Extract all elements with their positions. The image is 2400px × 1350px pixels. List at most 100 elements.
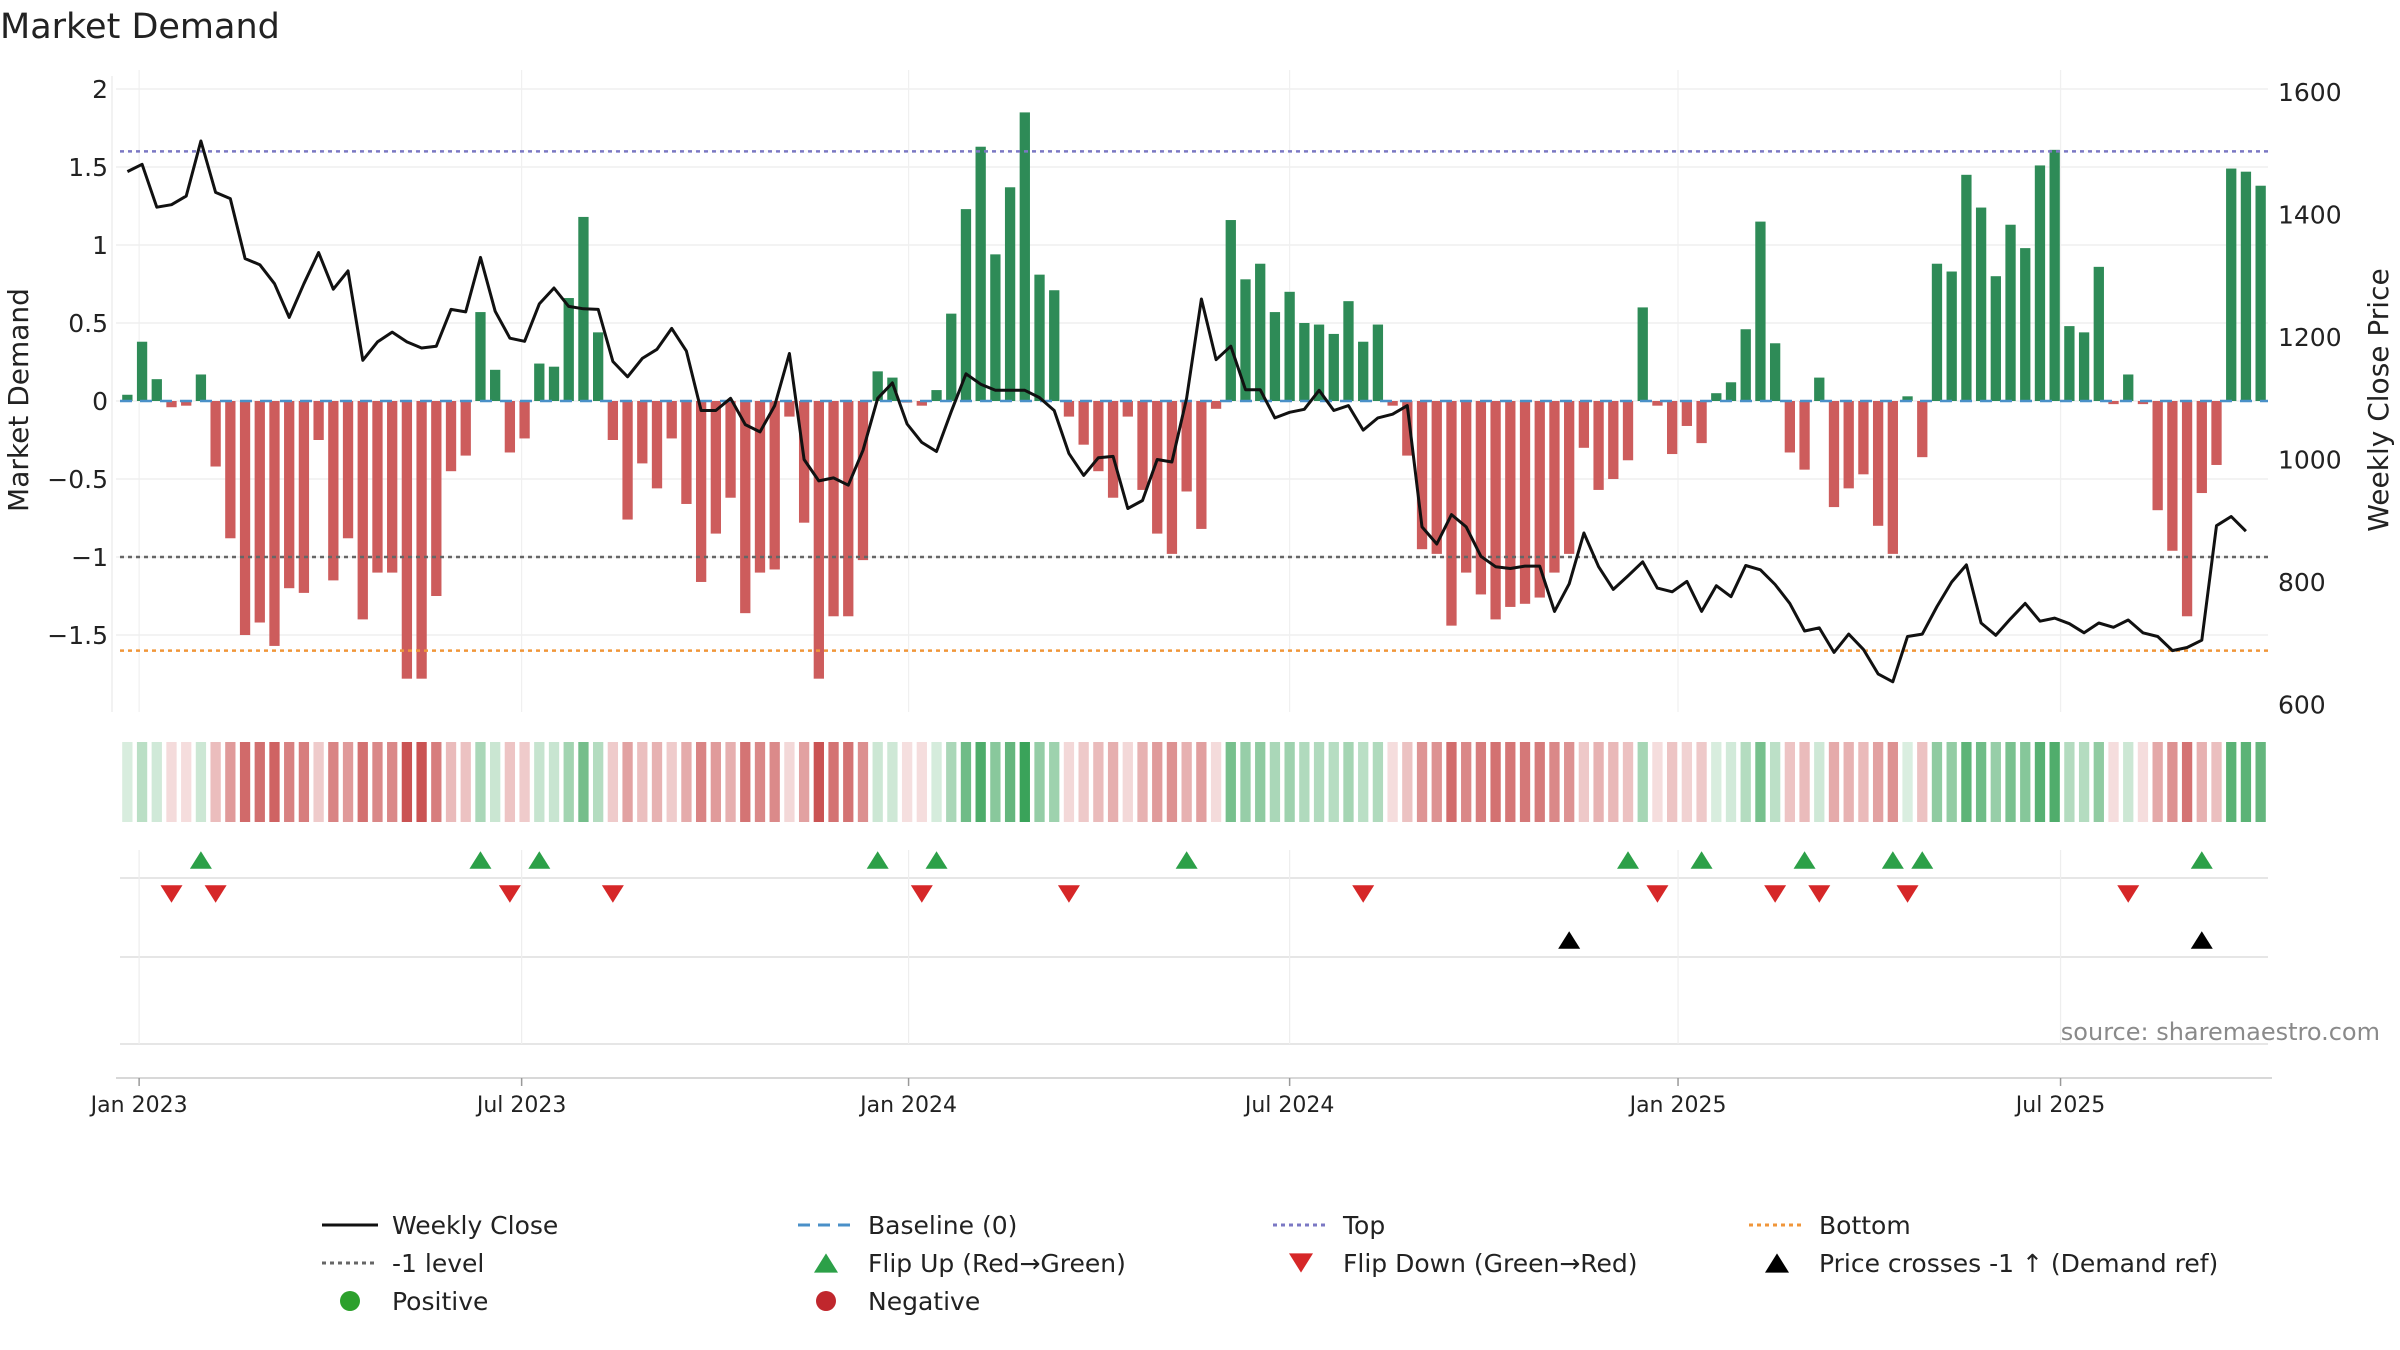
demand-bar: [2020, 248, 2031, 401]
heat-cell: [710, 742, 721, 822]
heat-cell: [1387, 742, 1398, 822]
heat-cell: [2064, 742, 2075, 822]
heat-cell: [1828, 742, 1840, 822]
demand-bar: [225, 401, 236, 539]
demand-bar: [1475, 401, 1487, 595]
demand-bar: [916, 401, 927, 406]
demand-bar: [1667, 401, 1678, 455]
heat-cell: [1564, 742, 1575, 822]
demand-bar: [475, 312, 486, 401]
legend-marker: [340, 1291, 360, 1311]
demand-bar: [2152, 401, 2163, 511]
heat-cell: [1181, 742, 1192, 822]
demand-bar: [534, 363, 545, 401]
demand-bar: [1902, 396, 1913, 401]
heat-cell: [2005, 742, 2016, 822]
demand-bar: [2078, 332, 2090, 401]
demand-bar: [1255, 263, 1266, 401]
heat-cell: [284, 742, 295, 822]
y2-tick-label: 1200: [2278, 323, 2342, 352]
heat-cell: [651, 742, 663, 822]
demand-bar: [1416, 401, 1428, 550]
demand-bar: [1917, 401, 1928, 458]
demand-bar: [1681, 401, 1693, 426]
heat-cell: [1667, 742, 1678, 822]
demand-bar: [445, 401, 457, 472]
demand-bar: [1637, 307, 1648, 401]
demand-bar: [1564, 401, 1575, 554]
x-tick-label: Jan 2023: [89, 1093, 188, 1118]
demand-bar: [2181, 401, 2193, 617]
demand-bar: [1961, 174, 1972, 401]
demand-bar: [1622, 401, 1634, 461]
heat-cell: [725, 742, 736, 822]
demand-bar: [1196, 401, 1207, 529]
y-tick-label: −1: [71, 543, 108, 572]
demand-bar: [1181, 401, 1192, 492]
demand-bar: [151, 379, 162, 401]
heat-cell: [916, 742, 927, 822]
y-tick-label: 1.5: [68, 153, 108, 182]
heat-cell: [1711, 742, 1722, 822]
heat-cell: [122, 742, 133, 822]
heat-cell: [1740, 742, 1751, 822]
heat-cell: [210, 742, 221, 822]
flip-up-marker: [1793, 851, 1816, 869]
heat-cell: [593, 742, 604, 822]
demand-bar: [1931, 263, 1943, 401]
demand-bar: [269, 401, 280, 646]
source-label: source: sharemaestro.com: [2061, 1018, 2380, 1046]
y-tick-label: 1: [92, 231, 108, 260]
heat-cell: [1166, 742, 1178, 822]
heat-cell: [2211, 742, 2222, 822]
heat-cell: [1078, 742, 1089, 822]
heat-cell: [2240, 742, 2252, 822]
flip-up-marker: [189, 851, 212, 869]
heat-cell: [1784, 742, 1795, 822]
heat-cell: [225, 742, 236, 822]
heat-cell: [1593, 742, 1604, 822]
heat-cell: [1152, 742, 1163, 822]
demand-bar: [1431, 401, 1442, 554]
heat-cell: [195, 742, 207, 822]
heat-cell: [151, 742, 162, 822]
y-tick-label: 0.5: [68, 309, 108, 338]
y2-axis-label: Weekly Close Price: [2362, 268, 2395, 531]
demand-bar: [1990, 276, 2001, 401]
demand-bar: [1696, 401, 1707, 444]
demand-bar: [254, 401, 265, 623]
y2-tick-label: 800: [2278, 568, 2326, 597]
heat-cell: [136, 742, 148, 822]
demand-bar: [1755, 221, 1766, 401]
demand-bar: [1004, 187, 1016, 401]
heat-cell: [401, 742, 413, 822]
demand-bar: [681, 401, 692, 504]
demand-bar: [828, 401, 839, 617]
demand-bar: [622, 401, 633, 520]
demand-bar: [1814, 377, 1825, 401]
heat-cell: [460, 742, 471, 822]
flip-up-marker: [1911, 851, 1934, 869]
demand-bar: [548, 366, 560, 401]
demand-bar: [1152, 401, 1163, 534]
demand-bar: [1872, 401, 1884, 526]
legend-label: Negative: [868, 1287, 980, 1316]
heat-cell: [1284, 742, 1295, 822]
demand-bar: [1578, 401, 1590, 448]
flip-down-marker: [1896, 885, 1919, 903]
demand-bar: [710, 401, 721, 534]
weekly-close-line: [126, 139, 2247, 684]
demand-bar: [1946, 271, 1957, 401]
heat-cell: [769, 742, 780, 822]
demand-bar: [298, 401, 310, 593]
heat-cell: [269, 742, 280, 822]
demand-bar: [2093, 266, 2104, 401]
demand-bar: [593, 332, 604, 401]
heat-cell: [1931, 742, 1943, 822]
demand-bar: [563, 298, 574, 401]
demand-bar: [431, 401, 442, 596]
demand-bar: [166, 401, 177, 408]
demand-bar: [946, 313, 957, 401]
flip-down-marker: [1352, 885, 1375, 903]
heat-cell: [342, 742, 354, 822]
